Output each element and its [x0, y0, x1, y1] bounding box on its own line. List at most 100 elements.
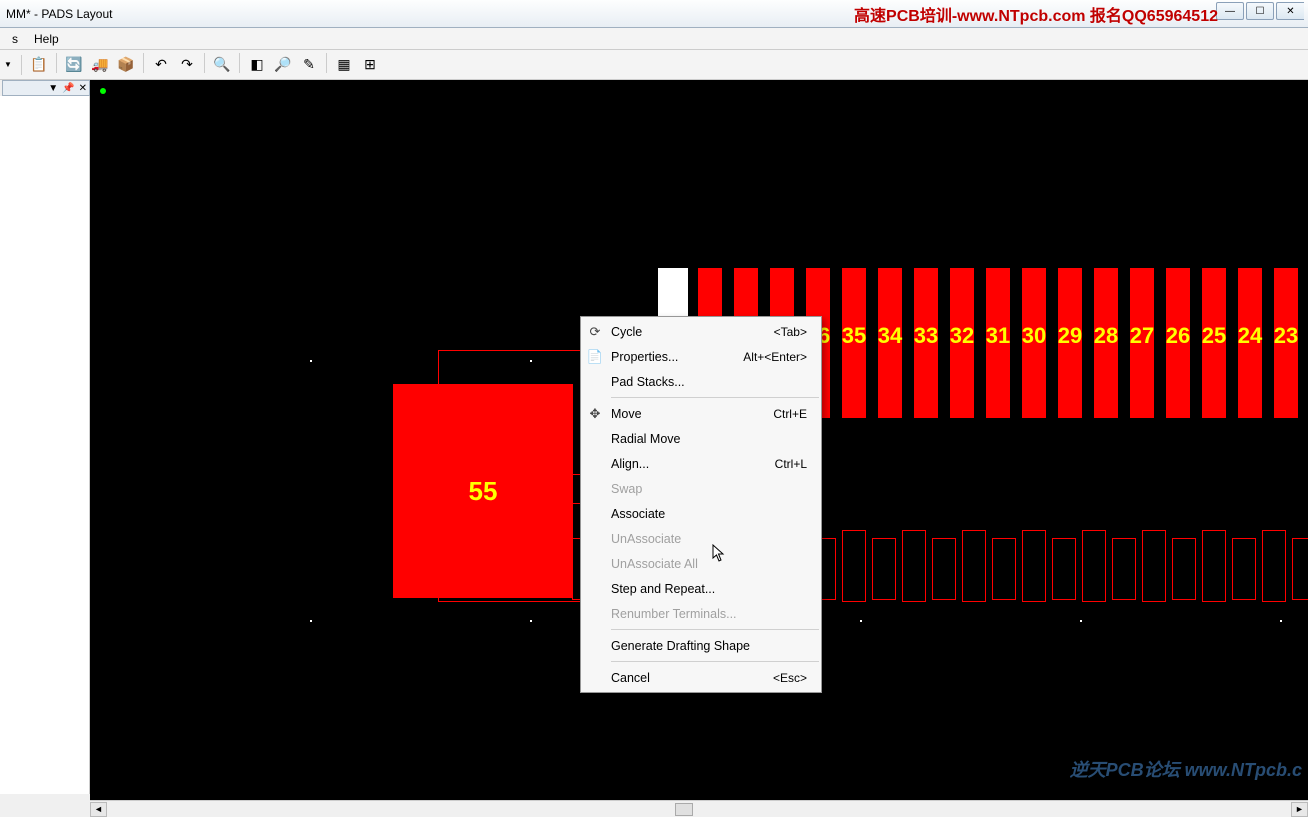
menu-item-associate[interactable]: Associate: [581, 501, 821, 526]
menu-separator: [611, 629, 819, 630]
toolbar-button-1[interactable]: 🔄: [62, 53, 86, 77]
menu-item-label: Generate Drafting Shape: [609, 639, 807, 653]
menu-item-label: Properties...: [609, 350, 743, 364]
menu-item-swap: Swap: [581, 476, 821, 501]
menu-item-label: Pad Stacks...: [609, 375, 807, 389]
toolbar-separator: [326, 53, 327, 73]
pad-number: 32: [945, 323, 979, 349]
side-panel: [0, 96, 90, 794]
footprint-pad-outline: [932, 538, 956, 600]
pad-number: 35: [837, 323, 871, 349]
menu-item-align[interactable]: Align...Ctrl+L: [581, 451, 821, 476]
menu-item-cancel[interactable]: Cancel<Esc>: [581, 665, 821, 690]
footprint-pad-outline: [1052, 538, 1076, 600]
pad-number: 27: [1125, 323, 1159, 349]
menu-item-shortcut: Ctrl+E: [773, 407, 821, 421]
menu-item-label: Radial Move: [609, 432, 807, 446]
menu-bar: s Help: [0, 28, 1308, 50]
scroll-left-button[interactable]: ◄: [90, 802, 107, 817]
pad-number: 29: [1053, 323, 1087, 349]
footprint-pad-outline: [1142, 530, 1166, 602]
menu-item-help[interactable]: Help: [28, 30, 65, 48]
menu-item-label: Cycle: [609, 325, 774, 339]
footprint-pad-outline: [1292, 538, 1308, 600]
menu-item-shortcut: Alt+<Enter>: [743, 350, 821, 364]
grid-dot: [310, 620, 312, 622]
menu-item-label: Swap: [609, 482, 807, 496]
pad-number: 34: [873, 323, 907, 349]
dock-close-icon[interactable]: ✕: [79, 83, 87, 94]
toolbar-separator: [239, 53, 240, 73]
footprint-pad-outline: [1232, 538, 1256, 600]
menu-item-generate-drafting-shape[interactable]: Generate Drafting Shape: [581, 633, 821, 658]
dock-pin-icon[interactable]: 📌: [62, 83, 74, 94]
menu-item-shortcut: Ctrl+L: [775, 457, 821, 471]
footprint-pad-outline: [1202, 530, 1226, 602]
menu-item-move[interactable]: ✥MoveCtrl+E: [581, 401, 821, 426]
minimize-button[interactable]: —: [1216, 2, 1244, 20]
mouse-cursor: [712, 544, 726, 562]
menu-item-properties[interactable]: 📄Properties...Alt+<Enter>: [581, 344, 821, 369]
window-title: MM* - PADS Layout: [6, 7, 112, 21]
menu-item-icon: ✥: [581, 406, 609, 422]
horizontal-scrollbar[interactable]: ◄ ►: [90, 800, 1308, 817]
menu-item-label: UnAssociate All: [609, 557, 807, 571]
menu-item-label: Move: [609, 407, 773, 421]
menu-item-radial-move[interactable]: Radial Move: [581, 426, 821, 451]
menu-item-label: Cancel: [609, 671, 773, 685]
toolbar-button-0[interactable]: 📋: [27, 53, 51, 77]
menu-item-label: Step and Repeat...: [609, 582, 807, 596]
footprint-pad-outline: [872, 538, 896, 600]
toolbar: ▼ 📋 🔄🚚📦 ↶↷ 🔍 ◧🔎✎ ▦⊞: [0, 50, 1308, 80]
pad-number: 24: [1233, 323, 1267, 349]
dock-dropdown-icon[interactable]: ▼: [48, 83, 58, 94]
menu-item-unassociate-all: UnAssociate All: [581, 551, 821, 576]
scroll-thumb[interactable]: [675, 803, 693, 816]
title-bar: MM* - PADS Layout 高速PCB培训-www.NTpcb.com …: [0, 0, 1308, 28]
footprint-pad-outline: [842, 530, 866, 602]
scroll-right-button[interactable]: ►: [1291, 802, 1308, 817]
grid-dot: [530, 620, 532, 622]
menu-item-label: UnAssociate: [609, 532, 807, 546]
context-menu: ⟳Cycle<Tab>📄Properties...Alt+<Enter> Pad …: [580, 316, 822, 693]
menu-item-pad-stacks[interactable]: Pad Stacks...: [581, 369, 821, 394]
footprint-pad-outline: [992, 538, 1016, 600]
footprint-pad-outline: [1172, 538, 1196, 600]
toolbar-button-6[interactable]: 🔍: [210, 53, 234, 77]
toolbar-button-10[interactable]: ▦: [332, 53, 356, 77]
scroll-track[interactable]: [107, 802, 1291, 817]
toolbar-dropdown[interactable]: ▼: [4, 60, 16, 69]
menu-item-label: Align...: [609, 457, 775, 471]
pad-number: 28: [1089, 323, 1123, 349]
pad-number: 33: [909, 323, 943, 349]
pad-number: 26: [1161, 323, 1195, 349]
toolbar-button-4[interactable]: ↶: [149, 53, 173, 77]
toolbar-button-2[interactable]: 🚚: [88, 53, 112, 77]
toolbar-separator: [21, 55, 22, 75]
toolbar-button-11[interactable]: ⊞: [358, 53, 382, 77]
footprint-pad-outline: [902, 530, 926, 602]
menu-item-shortcut: <Tab>: [774, 325, 821, 339]
grid-dot: [860, 620, 862, 622]
menu-item-label: Renumber Terminals...: [609, 607, 807, 621]
menu-item-label: Associate: [609, 507, 807, 521]
window-controls: — ☐ ✕: [1216, 2, 1304, 20]
toolbar-button-9[interactable]: ✎: [297, 53, 321, 77]
menu-item-cycle[interactable]: ⟳Cycle<Tab>: [581, 319, 821, 344]
menu-item-s[interactable]: s: [6, 30, 24, 48]
footprint-pad-outline: [1022, 530, 1046, 602]
toolbar-separator: [143, 53, 144, 73]
pad-number: 25: [1197, 323, 1231, 349]
menu-item-step-and-repeat[interactable]: Step and Repeat...: [581, 576, 821, 601]
maximize-button[interactable]: ☐: [1246, 2, 1274, 20]
toolbar-button-8[interactable]: 🔎: [271, 53, 295, 77]
grid-dot: [1280, 620, 1282, 622]
toolbar-button-3[interactable]: 📦: [114, 53, 138, 77]
footprint-pad-outline: [962, 530, 986, 602]
footprint-pad-outline: [1262, 530, 1286, 602]
toolbar-button-7[interactable]: ◧: [245, 53, 269, 77]
toolbar-separator: [204, 53, 205, 73]
pad-number: 30: [1017, 323, 1051, 349]
close-button[interactable]: ✕: [1276, 2, 1304, 20]
toolbar-button-5[interactable]: ↷: [175, 53, 199, 77]
